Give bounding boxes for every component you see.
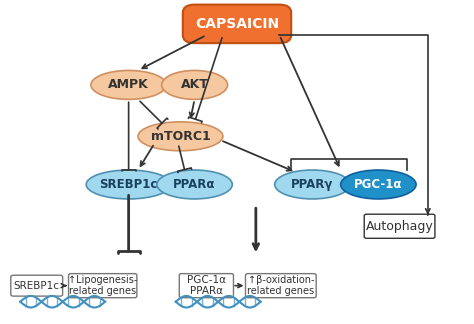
Text: AMPK: AMPK: [108, 78, 149, 91]
Text: PGC-1α: PGC-1α: [354, 178, 402, 191]
Text: mTORC1: mTORC1: [151, 130, 210, 143]
Ellipse shape: [86, 170, 171, 199]
FancyBboxPatch shape: [11, 275, 63, 296]
Text: CAPSAICIN: CAPSAICIN: [195, 17, 279, 31]
Text: Autophagy: Autophagy: [366, 220, 433, 233]
Ellipse shape: [275, 170, 350, 199]
Ellipse shape: [157, 170, 232, 199]
Text: PPARα: PPARα: [173, 178, 216, 191]
Text: AKT: AKT: [181, 78, 209, 91]
Text: SREBP1c: SREBP1c: [100, 178, 158, 191]
Ellipse shape: [341, 170, 416, 199]
FancyBboxPatch shape: [246, 274, 316, 298]
Ellipse shape: [162, 70, 228, 99]
FancyBboxPatch shape: [179, 274, 234, 298]
Text: ↑Lipogenesis-
related genes: ↑Lipogenesis- related genes: [68, 275, 137, 296]
Text: PPARγ: PPARγ: [291, 178, 334, 191]
Ellipse shape: [91, 70, 166, 99]
Text: PGC-1α
PPARα: PGC-1α PPARα: [187, 275, 226, 296]
Ellipse shape: [138, 122, 223, 151]
FancyBboxPatch shape: [364, 214, 435, 238]
FancyBboxPatch shape: [183, 5, 291, 43]
Text: SREBP1c: SREBP1c: [14, 281, 60, 291]
Text: ↑β-oxidation-
related genes: ↑β-oxidation- related genes: [247, 275, 314, 296]
FancyBboxPatch shape: [69, 274, 137, 298]
